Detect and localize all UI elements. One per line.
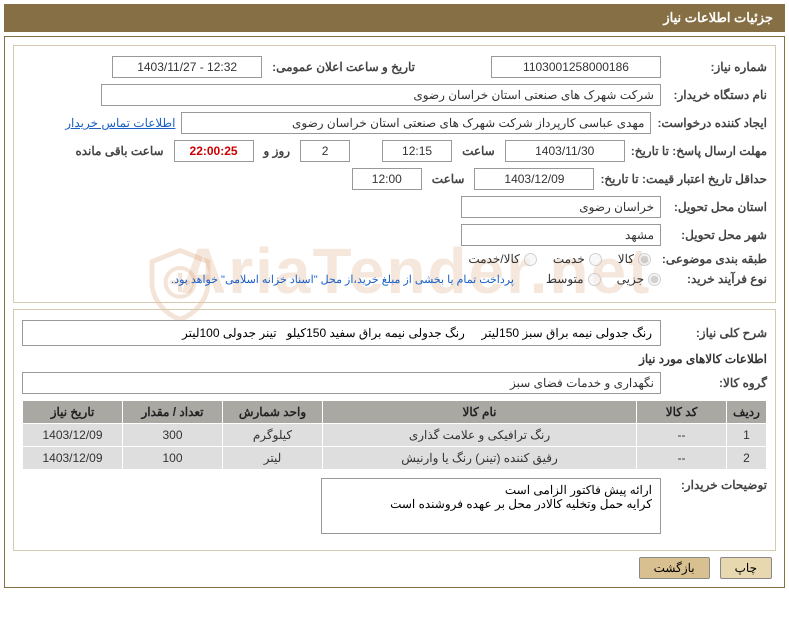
table-row: 1--رنگ ترافیکی و علامت گذاریکیلوگرم30014… [23, 424, 767, 447]
print-button[interactable]: چاپ [720, 557, 772, 579]
cell-code: -- [637, 447, 727, 470]
radio-medium[interactable]: متوسط [546, 272, 601, 286]
need-number-field[interactable] [491, 56, 661, 78]
cell-unit: کیلوگرم [223, 424, 323, 447]
validity-label: حداقل تاریخ اعتبار قیمت: تا تاریخ: [600, 172, 767, 186]
pub-datetime-field[interactable] [112, 56, 262, 78]
cell-date: 1403/12/09 [23, 424, 123, 447]
hour-label-1: ساعت [458, 144, 499, 158]
requester-field[interactable] [181, 112, 651, 134]
table-row: 2--رقیق کننده (تینر) رنگ یا وارنیشلیتر10… [23, 447, 767, 470]
deadline-label: مهلت ارسال پاسخ: تا تاریخ: [631, 144, 767, 158]
province-field[interactable] [461, 196, 661, 218]
cell-unit: لیتر [223, 447, 323, 470]
items-table: ردیف کد کالا نام کالا واحد شمارش تعداد /… [22, 400, 767, 470]
city-field[interactable] [461, 224, 661, 246]
need-number-label: شماره نیاز: [667, 60, 767, 74]
col-date: تاریخ نیاز [23, 401, 123, 424]
cell-code: -- [637, 424, 727, 447]
col-row: ردیف [727, 401, 767, 424]
cell-name: رقیق کننده (تینر) رنگ یا وارنیش [323, 447, 637, 470]
buyer-notes-label: توضیحات خریدار: [667, 478, 767, 492]
countdown-field: 22:00:25 [174, 140, 254, 162]
radio-small[interactable]: جزیی [617, 272, 661, 286]
col-code: کد کالا [637, 401, 727, 424]
cell-qty: 100 [123, 447, 223, 470]
requester-label: ایجاد کننده درخواست: [657, 116, 767, 130]
radio-both[interactable]: کالا/خدمت [468, 252, 536, 266]
validity-time-field[interactable] [352, 168, 422, 190]
panel-title: جزئیات اطلاعات نیاز [4, 4, 785, 32]
category-radio-group: کالا خدمت کالا/خدمت [468, 252, 651, 266]
group-label: گروه کالا: [667, 376, 767, 390]
proc-type-label: نوع فرآیند خرید: [667, 272, 767, 286]
items-info-label: اطلاعات کالاهای مورد نیاز [22, 352, 767, 366]
deadline-time-field[interactable] [382, 140, 452, 162]
general-desc-label: شرح کلی نیاز: [667, 326, 767, 340]
back-button[interactable]: بازگشت [639, 557, 710, 579]
contact-link[interactable]: اطلاعات تماس خریدار [65, 116, 175, 130]
validity-date-field[interactable] [474, 168, 594, 190]
buyer-org-field[interactable] [101, 84, 661, 106]
cell-row: 2 [727, 447, 767, 470]
hour-label-2: ساعت [428, 172, 469, 186]
cell-qty: 300 [123, 424, 223, 447]
button-row: چاپ بازگشت [13, 557, 772, 579]
pub-datetime-label: تاریخ و ساعت اعلان عمومی: [268, 60, 419, 74]
col-name: نام کالا [323, 401, 637, 424]
remain-label: ساعت باقی مانده [71, 144, 167, 158]
details-panel: شماره نیاز: تاریخ و ساعت اعلان عمومی: نا… [13, 45, 776, 303]
cell-name: رنگ ترافیکی و علامت گذاری [323, 424, 637, 447]
radio-service[interactable]: خدمت [553, 252, 602, 266]
category-label: طبقه بندی موضوعی: [657, 252, 767, 266]
radio-goods[interactable]: کالا [618, 252, 651, 266]
col-qty: تعداد / مقدار [123, 401, 223, 424]
proc-radio-group: جزیی متوسط [546, 272, 661, 286]
description-panel: شرح کلی نیاز: اطلاعات کالاهای مورد نیاز … [13, 309, 776, 551]
buyer-notes-field[interactable] [321, 478, 661, 534]
days-field[interactable] [300, 140, 350, 162]
general-desc-field[interactable] [22, 320, 661, 346]
day-and-label: روز و [260, 144, 295, 158]
cell-row: 1 [727, 424, 767, 447]
deadline-date-field[interactable] [505, 140, 625, 162]
buyer-org-label: نام دستگاه خریدار: [667, 88, 767, 102]
city-label: شهر محل تحویل: [667, 228, 767, 242]
group-field[interactable] [22, 372, 661, 394]
payment-note: پرداخت تمام یا بخشی از مبلغ خرید،از محل … [171, 273, 514, 286]
main-panel: شماره نیاز: تاریخ و ساعت اعلان عمومی: نا… [4, 36, 785, 588]
province-label: استان محل تحویل: [667, 200, 767, 214]
col-unit: واحد شمارش [223, 401, 323, 424]
cell-date: 1403/12/09 [23, 447, 123, 470]
